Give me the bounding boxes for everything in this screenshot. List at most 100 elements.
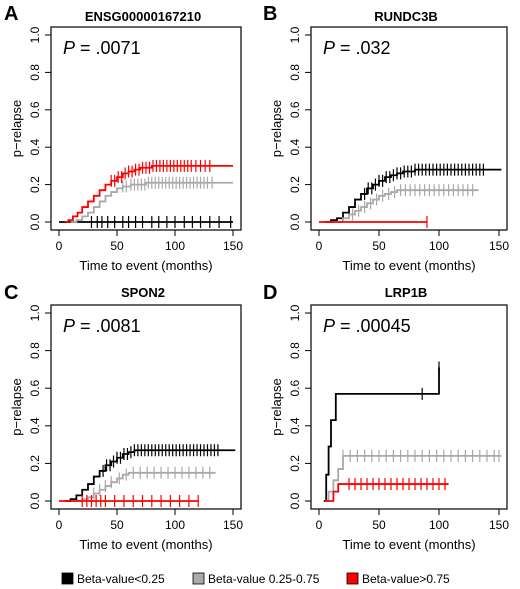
y-tick-label: 0.8 (288, 64, 302, 81)
y-tick-label: 0.4 (28, 417, 42, 434)
series-1 (331, 184, 479, 223)
x-axis-label: Time to event (months) (79, 258, 212, 273)
x-tick-label: 0 (56, 239, 63, 253)
x-axis-label: Time to event (months) (79, 537, 212, 552)
y-tick-label: 0.0 (28, 213, 42, 230)
legend: Beta-value<0.25 Beta-value 0.25-0.75 Beta-… (61, 572, 450, 586)
y-tick-label: 0.0 (288, 213, 302, 230)
x-tick-label: 0 (56, 518, 63, 532)
p-value-symbol: P (323, 316, 335, 336)
panel-letter: C (4, 282, 18, 304)
y-axis-label: p−relapse (269, 100, 284, 157)
km-curve (325, 168, 502, 223)
x-tick-label: 150 (489, 239, 509, 253)
x-tick-label: 100 (165, 239, 185, 253)
y-tick-label: 1.0 (28, 304, 42, 321)
chart-panel-d: D LRP1B 0 50 100 150 Time to event (months) 0.0… (263, 282, 509, 552)
plot-frame (310, 304, 508, 510)
y-tick-label: 0.6 (28, 101, 42, 118)
p-value-annotation: P = .032 (323, 38, 391, 58)
p-value-text: = .032 (335, 38, 391, 58)
p-value-annotation: P = .0071 (63, 38, 141, 58)
y-axis-label: p−relapse (9, 378, 24, 435)
p-value-symbol: P (63, 316, 75, 336)
plot-frame (50, 304, 242, 510)
x-tick-label: 0 (316, 239, 323, 253)
km-curve (323, 367, 440, 502)
y-tick-label: 0.0 (28, 492, 42, 509)
km-curve (325, 483, 449, 502)
panel-letter: B (263, 3, 277, 25)
series-1 (325, 449, 502, 502)
x-tick-label: 0 (316, 518, 323, 532)
chart-title: LRP1B (385, 285, 428, 300)
series-2 (325, 478, 449, 502)
panel-letter: A (4, 3, 18, 25)
series-0 (59, 216, 233, 228)
x-tick-label: 100 (165, 518, 185, 532)
p-value-annotation: P = .00045 (323, 316, 411, 336)
y-tick-label: 0.4 (28, 139, 42, 156)
chart-panel-b: B RUNDC3B 0 50 100 150 Time to event (months) 0… (263, 3, 509, 273)
y-tick-label: 0.4 (288, 139, 302, 156)
y-tick-label: 1.0 (288, 26, 302, 43)
y-tick-label: 0.0 (288, 492, 302, 509)
y-tick-label: 0.2 (288, 176, 302, 193)
y-tick-label: 0.2 (28, 176, 42, 193)
legend-swatch (346, 572, 359, 585)
chart-panel-c: C SPON2 0 50 100 150 Time to event (months) 0.0… (4, 282, 243, 552)
km-curve (325, 454, 502, 502)
chart-title: SPON2 (121, 285, 165, 300)
y-tick-label: 0.6 (28, 380, 42, 397)
x-tick-label: 100 (429, 239, 449, 253)
p-value-symbol: P (63, 38, 75, 58)
legend-swatch (61, 572, 74, 585)
y-tick-label: 0.2 (288, 455, 302, 472)
series-1 (76, 466, 216, 502)
y-tick-label: 0.8 (28, 342, 42, 359)
plot-frame (50, 26, 242, 231)
y-tick-label: 0.8 (288, 342, 302, 359)
x-tick-label: 50 (372, 239, 386, 253)
legend-label: Beta-value>0.75 (362, 572, 450, 586)
y-tick-label: 0.4 (288, 417, 302, 434)
panel-letter: D (263, 282, 277, 304)
y-tick-label: 0.8 (28, 64, 42, 81)
series-0 (323, 361, 440, 502)
chart-panel-a: A ENSG00000167210 0 50 100 150 Time to event (… (4, 3, 243, 273)
p-value-symbol: P (323, 38, 335, 58)
y-tick-label: 0.6 (288, 380, 302, 397)
x-tick-label: 150 (223, 239, 243, 253)
series-2 (59, 495, 199, 507)
legend-label: Beta-value<0.25 (77, 572, 165, 586)
y-tick-label: 1.0 (28, 26, 42, 43)
y-axis-label: p−relapse (9, 100, 24, 157)
x-tick-label: 50 (372, 518, 386, 532)
series-2 (319, 216, 428, 228)
p-value-text: = .0071 (75, 38, 141, 58)
y-tick-label: 1.0 (288, 304, 302, 321)
x-tick-label: 150 (223, 518, 243, 532)
km-curve (64, 165, 233, 223)
x-tick-label: 150 (489, 518, 509, 532)
legend-label: Beta-value 0.25-0.75 (208, 572, 320, 586)
legend-swatch (192, 572, 205, 585)
x-axis-label: Time to event (months) (342, 537, 475, 552)
p-value-annotation: P = .0081 (63, 316, 141, 336)
p-value-text: = .00045 (335, 316, 411, 336)
x-tick-label: 100 (429, 518, 449, 532)
y-axis-label: p−relapse (269, 378, 284, 435)
y-tick-label: 0.2 (28, 455, 42, 472)
y-tick-label: 0.6 (288, 101, 302, 118)
series-1 (70, 176, 233, 223)
x-axis-label: Time to event (months) (342, 258, 475, 273)
x-tick-label: 50 (110, 518, 124, 532)
chart-title: RUNDC3B (374, 9, 438, 24)
series-0 (64, 444, 236, 502)
x-tick-label: 50 (110, 239, 124, 253)
p-value-text: = .0081 (75, 316, 141, 336)
series-0 (325, 163, 502, 223)
series-2 (64, 159, 233, 223)
plot-frame (310, 26, 508, 231)
